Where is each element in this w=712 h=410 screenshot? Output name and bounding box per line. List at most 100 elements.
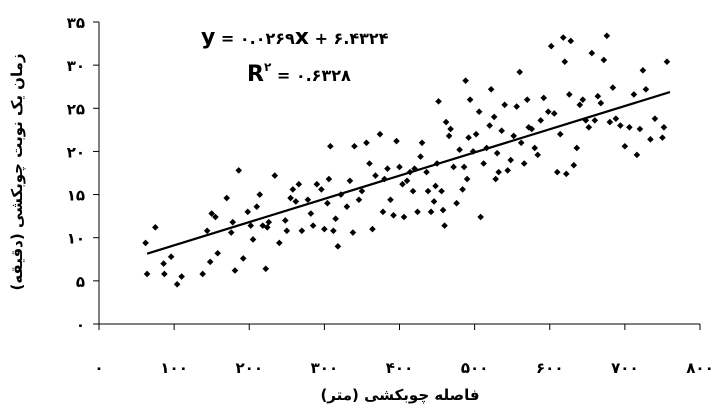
- x-tick-label: ۵۰۰: [461, 359, 488, 377]
- data-point: [576, 101, 584, 109]
- x-tick-label: ۴۰۰: [386, 359, 413, 377]
- r-squared-r: R: [247, 62, 264, 87]
- data-point: [520, 160, 528, 167]
- data-point: [438, 187, 445, 195]
- data-point: [324, 199, 331, 207]
- data-point: [573, 144, 581, 152]
- data-point: [501, 101, 508, 109]
- equation-x: x: [295, 25, 309, 50]
- data-point: [513, 103, 520, 110]
- data-point: [517, 139, 525, 147]
- x-tick-label: ۰: [94, 359, 103, 377]
- trendline: [146, 91, 671, 255]
- y-tick-label: ۲۵: [67, 100, 85, 118]
- data-point: [465, 134, 472, 141]
- data-point: [349, 229, 357, 236]
- x-axis: ۰ ۱۰۰ ۲۰۰ ۳۰۰ ۴۰۰ ۵۰۰ ۶۰۰ ۷۰۰ ۸۰۰: [94, 323, 712, 377]
- y-tick-labels: ۰ ۵ ۱۰ ۱۵ ۲۰ ۲۵ ۳۰ ۳۵: [67, 14, 85, 334]
- data-point: [253, 203, 261, 210]
- data-point: [647, 136, 654, 143]
- data-point: [387, 196, 394, 204]
- data-point: [173, 281, 181, 288]
- data-point: [304, 196, 312, 204]
- data-point: [206, 258, 214, 266]
- data-point: [152, 224, 159, 231]
- data-point: [621, 142, 629, 150]
- data-point: [343, 203, 351, 210]
- r-squared-superscript: ۲: [264, 60, 272, 74]
- data-point: [475, 108, 483, 116]
- data-point: [366, 160, 373, 167]
- data-point: [409, 187, 417, 195]
- data-point: [318, 186, 325, 193]
- y-tick-label: ۳۰: [67, 57, 85, 75]
- y-tick-label: ۱۵: [67, 187, 85, 205]
- data-point: [435, 98, 442, 105]
- data-point: [630, 91, 638, 98]
- data-point: [276, 239, 283, 247]
- data-point: [379, 208, 387, 216]
- r-squared: R۲ = ۰.۶۳۲۸: [247, 60, 351, 87]
- data-point: [544, 108, 552, 116]
- data-point: [346, 177, 354, 185]
- data-point: [591, 117, 599, 124]
- data-point: [417, 153, 424, 160]
- data-point: [334, 243, 342, 250]
- x-tick-label: ۷۰۰: [611, 359, 638, 377]
- data-point: [472, 130, 480, 138]
- data-point: [553, 168, 561, 176]
- y-tick-label: ۰: [76, 316, 85, 334]
- y-tick-label: ۲۰: [67, 143, 85, 161]
- data-point: [432, 182, 439, 190]
- equation-intercept: + ۶.۴۳۲۴: [309, 29, 389, 48]
- y-axis-label: زمان یک نوبت چوبکشی (دقیقه): [8, 53, 27, 290]
- data-point: [321, 225, 328, 233]
- data-point: [463, 175, 471, 183]
- data-point: [327, 142, 334, 150]
- data-point: [498, 127, 505, 135]
- x-tick-label: ۲۰۰: [236, 359, 263, 377]
- data-point: [469, 148, 477, 155]
- data-point: [453, 199, 460, 207]
- data-point: [597, 99, 605, 107]
- data-point: [212, 213, 219, 221]
- data-point: [534, 151, 542, 159]
- data-point: [490, 113, 498, 121]
- data-point: [372, 172, 379, 179]
- x-tick-label: ۶۰۰: [536, 359, 563, 377]
- data-point: [249, 236, 257, 243]
- data-point: [660, 123, 668, 131]
- data-point: [231, 267, 239, 274]
- data-point: [486, 122, 493, 129]
- data-point: [247, 222, 255, 229]
- data-point: [492, 175, 499, 183]
- data-point: [459, 186, 466, 193]
- data-point: [588, 49, 596, 57]
- data-point: [603, 32, 611, 40]
- data-point: [330, 227, 337, 235]
- data-point: [447, 125, 454, 133]
- data-points: [142, 32, 671, 288]
- data-point: [223, 194, 231, 202]
- y-tick-label: ۵: [76, 273, 85, 291]
- data-point: [659, 134, 666, 141]
- data-point: [369, 225, 376, 233]
- data-point: [400, 213, 408, 221]
- data-point: [403, 177, 411, 185]
- data-point: [376, 130, 384, 138]
- data-point: [507, 156, 514, 164]
- data-point: [384, 165, 391, 172]
- data-point: [355, 196, 363, 204]
- data-point: [167, 253, 175, 260]
- data-point: [143, 270, 151, 278]
- data-point: [393, 137, 400, 145]
- data-point: [244, 208, 252, 216]
- data-point: [239, 255, 247, 262]
- data-point: [642, 86, 650, 93]
- data-point: [450, 163, 457, 171]
- data-point: [579, 96, 587, 103]
- equation-y: y: [201, 25, 215, 50]
- data-point: [663, 58, 671, 65]
- y-tick-label: ۱۰: [67, 230, 85, 248]
